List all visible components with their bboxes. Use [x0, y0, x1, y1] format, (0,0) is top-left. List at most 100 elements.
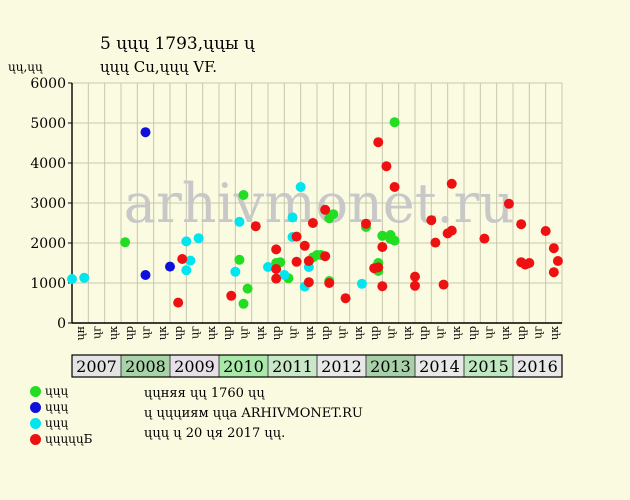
data-point	[479, 233, 490, 244]
quarter-axis: ųн ųг ųк ųр ųг ųк ųр ųг ųк ųр ųг ųк ųр ųг ųк ųр ųг ųк ųр ųг…	[74, 326, 561, 341]
data-point	[552, 256, 563, 266]
data-point	[295, 182, 306, 192]
y-tick-label: 6000	[30, 76, 66, 92]
data-point	[320, 204, 331, 215]
quarter-label: ųк	[548, 326, 561, 340]
data-point	[173, 297, 184, 308]
data-point	[165, 261, 175, 272]
year-label: 2016	[517, 357, 558, 376]
data-point	[446, 178, 457, 189]
data-point	[389, 182, 400, 192]
data-point	[410, 271, 420, 282]
y-tick-label: 2000	[30, 236, 66, 252]
data-point	[185, 255, 196, 266]
data-point	[226, 290, 237, 301]
data-point	[320, 251, 331, 262]
data-point	[377, 281, 388, 292]
legend-item: ųųų	[30, 415, 92, 431]
quarter-label: ųр	[172, 326, 185, 340]
data-point	[263, 262, 273, 272]
data-point	[279, 270, 290, 280]
quarter-label: ųг	[287, 326, 300, 339]
data-point	[234, 254, 245, 265]
data-point	[430, 237, 441, 248]
y-axis-label: ųų,ųų	[8, 60, 43, 74]
data-point	[230, 266, 241, 277]
data-point	[389, 235, 400, 246]
data-point	[79, 272, 90, 283]
year-label: 2014	[419, 357, 460, 376]
chart-subtitle: ųųų Cu,ųųų VF.	[100, 58, 218, 76]
year-label: 2012	[321, 357, 362, 376]
y-axis-ticks: 0 1000 2000 3000 4000 5000 6000	[30, 76, 72, 332]
chart-title: 5 ųųų 1793,ųųы ų	[100, 34, 255, 54]
data-point	[361, 218, 371, 229]
legend-marker	[30, 385, 41, 397]
quarter-label: ųк	[303, 326, 316, 340]
quarter-label: ųк	[254, 326, 267, 340]
footer-notes: ųųняя ųų 1760 ųų ų ųųųиям ųųа ARHIVMONET…	[144, 384, 363, 444]
quarter-label: ųг	[91, 326, 104, 339]
legend-marker	[30, 433, 41, 445]
data-point	[373, 262, 384, 273]
quarter-label: ųр	[515, 326, 528, 340]
data-point	[271, 264, 282, 274]
legend-label: ųųų	[45, 384, 69, 398]
data-point	[328, 209, 339, 220]
year-band-border	[71, 354, 563, 378]
quarter-label: ųг	[140, 326, 153, 339]
legend-label: ųųųųųБ	[45, 432, 93, 446]
quarter-label: ųр	[221, 326, 234, 340]
data-point	[287, 212, 298, 223]
footer-note: ųųняя ųų 1760 ųų	[144, 386, 265, 401]
year-label: 2008	[125, 357, 166, 376]
quarter-label: ųг	[434, 326, 447, 339]
data-point	[303, 256, 314, 266]
quarter-label: ųк	[450, 326, 463, 340]
data-point	[446, 225, 457, 236]
year-label: 2011	[272, 357, 313, 376]
quarter-label: ųр	[368, 326, 381, 340]
legend-item: ųųųųųБ	[30, 431, 92, 447]
data-point	[181, 265, 192, 276]
data-point	[503, 198, 514, 209]
data-point	[67, 274, 77, 284]
data-point	[271, 273, 282, 284]
data-point	[250, 221, 261, 232]
quarter-label: ųк	[107, 326, 120, 340]
quarter-label: ųр	[319, 326, 332, 340]
data-point	[307, 218, 318, 228]
quarter-label: ųк	[156, 326, 169, 340]
y-tick-label: 5000	[30, 116, 66, 132]
year-label: 2010	[223, 357, 264, 376]
data-point	[438, 279, 449, 290]
legend-label: ųųų	[45, 400, 69, 414]
quarter-label: ųр	[270, 326, 283, 340]
quarter-label: ųр	[466, 326, 479, 340]
year-label: 2007	[76, 357, 117, 376]
year-label: 2009	[174, 357, 215, 376]
data-point	[381, 161, 392, 172]
data-point	[181, 236, 192, 247]
quarter-label: ųк	[352, 326, 365, 340]
data-point	[540, 226, 551, 236]
quarter-label: ųр	[123, 326, 136, 340]
data-point	[140, 270, 151, 280]
y-tick-label: 0	[57, 316, 66, 332]
quarter-label: ųк	[205, 326, 218, 340]
year-label: 2015	[468, 357, 509, 376]
data-point	[234, 216, 245, 227]
data-point	[291, 231, 302, 242]
quarter-label: ųг	[483, 326, 496, 339]
data-point	[356, 278, 367, 289]
legend-item: ųųų	[30, 399, 92, 415]
quarter-label: ųк	[499, 326, 512, 340]
data-point	[291, 256, 302, 267]
data-point	[548, 267, 559, 278]
legend-item: ųųų	[30, 383, 92, 399]
legend-marker	[30, 417, 41, 429]
data-point	[426, 215, 437, 226]
data-point	[324, 278, 335, 288]
year-axis: 2007 2008 2009 2010 2011 2012 2013 2014 2015 2016	[71, 354, 563, 378]
